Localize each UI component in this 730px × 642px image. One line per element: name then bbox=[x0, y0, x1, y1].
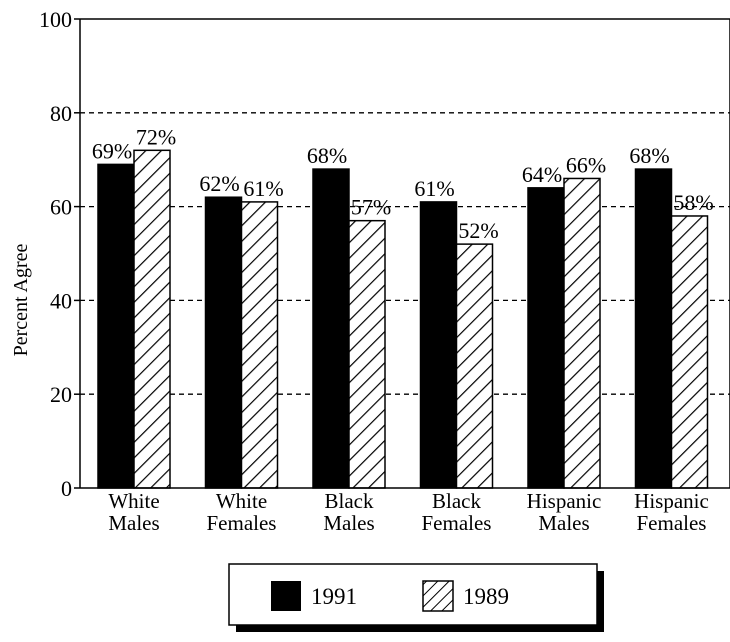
x-tick-label: White bbox=[108, 489, 159, 513]
y-axis-title: Percent Agree bbox=[10, 244, 32, 357]
bar-value-label: 68% bbox=[629, 143, 669, 168]
bar-value-label: 66% bbox=[566, 152, 606, 177]
bar-1991 bbox=[312, 168, 350, 489]
y-tick-label: 80 bbox=[50, 101, 72, 126]
bar-1989 bbox=[455, 243, 494, 489]
bars bbox=[97, 149, 709, 489]
x-tick-label: Black bbox=[325, 489, 374, 513]
bar-value-label: 52% bbox=[458, 218, 498, 243]
y-tick-label: 100 bbox=[39, 7, 72, 32]
x-tick-label: Hispanic bbox=[634, 489, 709, 513]
bar-1989 bbox=[670, 215, 709, 489]
bar-value-label: 68% bbox=[307, 143, 347, 168]
y-tick-label: 40 bbox=[50, 288, 72, 313]
y-axis: 0 20 40 60 80 100 bbox=[39, 7, 80, 501]
legend-label-1991: 1991 bbox=[311, 584, 357, 609]
x-tick-label: Males bbox=[538, 511, 589, 535]
bar-1991 bbox=[204, 196, 243, 489]
bar-value-label: 61% bbox=[414, 176, 454, 201]
bar-value-label: 72% bbox=[136, 124, 176, 149]
x-tick-label: Males bbox=[108, 511, 159, 535]
bar-value-label: 57% bbox=[351, 195, 391, 220]
x-tick-label: Hispanic bbox=[527, 489, 602, 513]
x-tick-label: Females bbox=[422, 511, 492, 535]
bar-1989 bbox=[348, 219, 386, 489]
y-tick-label: 20 bbox=[50, 382, 72, 407]
bar-1991 bbox=[97, 163, 135, 489]
plot-frame bbox=[79, 18, 730, 489]
legend-swatch-1991 bbox=[271, 581, 301, 611]
gridlines bbox=[80, 112, 730, 395]
x-tick-label: White bbox=[216, 489, 267, 513]
bar-1991 bbox=[419, 201, 458, 489]
bar-value-labels: 69%72%62% 61%68%57%61%52%64% 66% 68%58% bbox=[92, 124, 714, 243]
bar-value-label: 62% bbox=[199, 171, 239, 196]
bar-value-label: 69% bbox=[92, 138, 132, 163]
bar-1989 bbox=[133, 149, 171, 489]
bar-value-label: 61% bbox=[243, 176, 283, 201]
y-tick-label: 0 bbox=[61, 476, 72, 501]
bar-1991 bbox=[527, 187, 565, 489]
bar-value-label: 64% bbox=[522, 162, 562, 187]
x-axis: WhiteMalesWhiteFemalesBlackMalesBlackFem… bbox=[108, 489, 708, 535]
legend: 1991 1989 bbox=[228, 563, 604, 632]
y-tick-label: 60 bbox=[50, 195, 72, 220]
x-tick-label: Females bbox=[637, 511, 707, 535]
legend-swatch-1989 bbox=[422, 580, 454, 612]
bar-1989 bbox=[240, 201, 279, 489]
bar-value-label: 58% bbox=[673, 190, 713, 215]
x-tick-label: Males bbox=[323, 511, 374, 535]
x-tick-label: Black bbox=[432, 489, 481, 513]
bar-1989 bbox=[563, 177, 601, 489]
x-tick-label: Females bbox=[207, 511, 277, 535]
legend-label-1989: 1989 bbox=[463, 584, 509, 609]
bar-1991 bbox=[634, 168, 673, 489]
